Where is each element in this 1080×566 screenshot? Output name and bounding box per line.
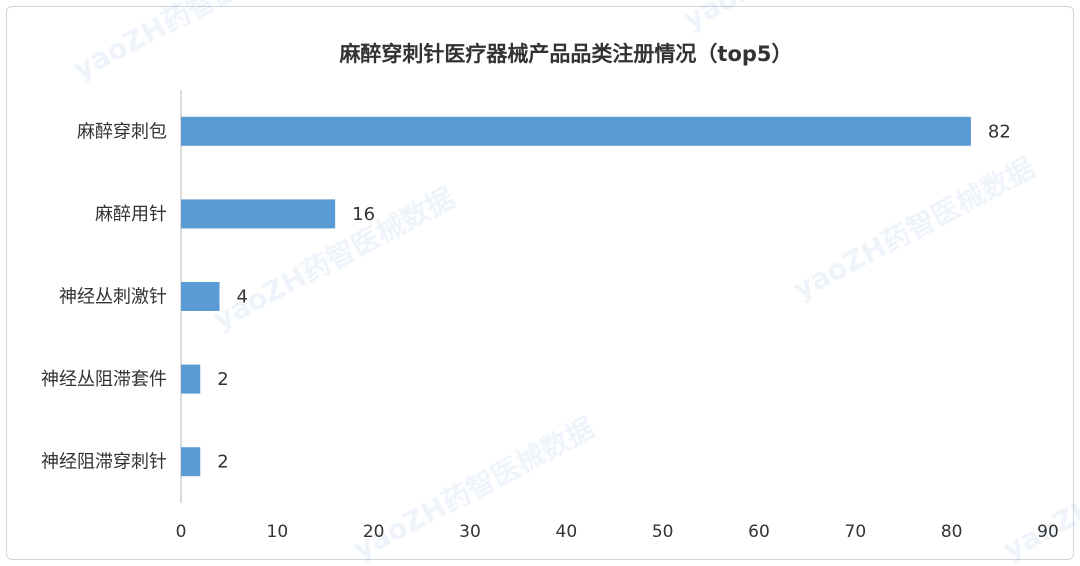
x-tick-label: 10 xyxy=(267,522,289,542)
x-tick-label: 0 xyxy=(176,522,187,542)
data-label: 4 xyxy=(237,287,248,308)
x-tick-label: 90 xyxy=(1037,522,1059,542)
data-label: 2 xyxy=(217,452,228,473)
bar-4 xyxy=(181,364,201,394)
x-tick-label: 30 xyxy=(459,522,481,542)
bars-group xyxy=(181,116,971,477)
category-label: 神经阻滞穿刺针 xyxy=(41,452,167,473)
bar-3 xyxy=(181,282,220,311)
x-axis-ticks: 0 10 20 30 40 50 60 70 80 90 xyxy=(176,522,1059,542)
bar-1 xyxy=(181,116,971,146)
category-label: 麻醉用针 xyxy=(95,204,167,225)
data-label: 2 xyxy=(217,369,228,390)
data-labels: 82 16 4 2 2 xyxy=(217,121,1011,472)
watermark-layer: yaoZH药智医械数据 yaoZH药智医械数据 yaoZH药智医械数据 yaoZH药智… xyxy=(68,0,1080,566)
x-tick-label: 80 xyxy=(941,522,963,542)
watermark-text: yaoZH药智医械数据 xyxy=(348,411,600,566)
data-label: 82 xyxy=(988,121,1011,142)
category-label: 神经丛刺激针 xyxy=(59,287,167,308)
x-tick-label: 40 xyxy=(556,522,578,542)
x-tick-label: 20 xyxy=(363,522,385,542)
x-tick-label: 60 xyxy=(748,522,770,542)
category-label: 麻醉穿刺包 xyxy=(77,121,167,142)
watermark-text: yaoZH药智医械数据 xyxy=(788,151,1040,306)
chart-title: 麻醉穿刺针医疗器械产品品类注册情况（top5） xyxy=(338,42,792,66)
watermark-text: yaoZH药智医械数据 xyxy=(678,0,930,36)
category-label: 神经丛阻滞套件 xyxy=(41,369,167,390)
watermark-text: yaoZH药智医械数据 xyxy=(998,411,1080,566)
bar-2 xyxy=(181,199,336,229)
data-label: 16 xyxy=(352,204,375,225)
x-tick-label: 50 xyxy=(652,522,674,542)
watermark-text: yaoZH药智医械数据 xyxy=(68,0,320,86)
bar-5 xyxy=(181,447,201,477)
x-tick-label: 70 xyxy=(845,522,867,542)
